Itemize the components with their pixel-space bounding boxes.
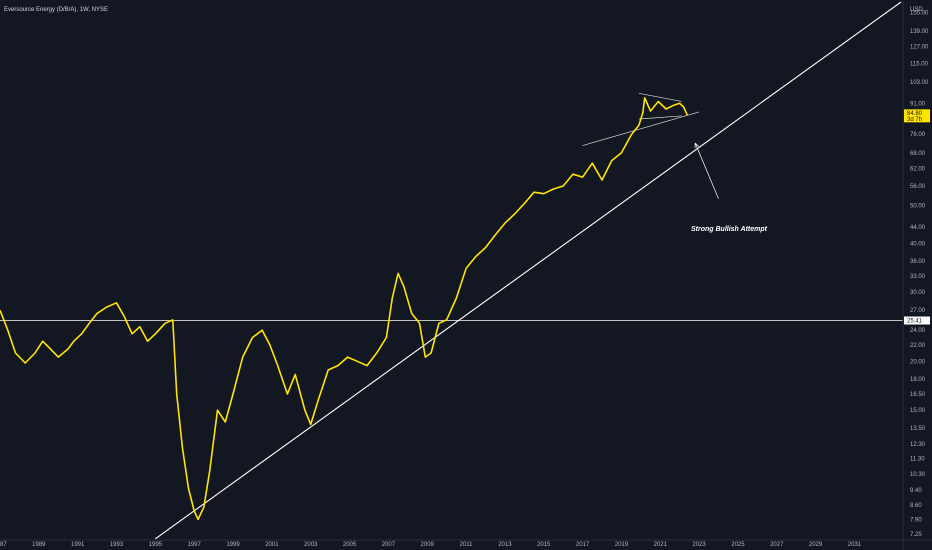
- y-tick-label: 139.00: [910, 29, 929, 35]
- y-tick-label: 7.25: [910, 532, 922, 538]
- x-tick-label: 2029: [809, 542, 823, 548]
- y-tick-label: 36.00: [910, 259, 926, 265]
- y-tick-label: 127.00: [910, 45, 929, 51]
- y-tick-label: 33.00: [910, 274, 926, 280]
- horizontal-level-tag-label: 25.41: [907, 319, 923, 325]
- y-tick-label: 11.30: [910, 456, 925, 462]
- x-tick-label: 2031: [848, 542, 862, 548]
- trendlines-layer: [0, 1, 903, 540]
- x-tick-label: 2001: [265, 542, 279, 548]
- x-tick-label: 2021: [654, 542, 668, 548]
- x-tick-label: 2011: [460, 542, 474, 548]
- series-layer: [0, 97, 689, 521]
- y-tick-label: 44.00: [910, 225, 926, 231]
- last-price-label: 84.80: [907, 111, 923, 117]
- y-tick-label: 40.00: [910, 241, 926, 247]
- y-tick-label: 12.30: [910, 442, 926, 448]
- arrow-head-icon: [694, 142, 700, 149]
- y-tick-label: 115.00: [910, 61, 929, 67]
- x-tick-label: 1987: [0, 542, 7, 548]
- y-tick-label: 18.00: [910, 377, 926, 383]
- x-tick-label: 2003: [304, 542, 318, 548]
- x-tick-label: 1993: [110, 542, 124, 548]
- y-tick-label: 155.00: [910, 11, 929, 17]
- y-tick-label: 24.00: [910, 328, 926, 334]
- y-tick-label: 76.00: [910, 132, 926, 138]
- pattern-trendline: [638, 92, 682, 102]
- y-tick-label: 20.00: [910, 359, 926, 365]
- x-tick-label: 1991: [71, 542, 85, 548]
- x-tick-label: 2009: [421, 542, 435, 548]
- annotations-layer: Strong Bullish Attempt: [691, 142, 768, 233]
- x-tick-label: 2027: [770, 542, 784, 548]
- y-tick-label: 16.50: [910, 392, 926, 398]
- chart-title: Eversource Energy (D/B/A), 1W, NYSE: [4, 7, 108, 13]
- price-series-line: [0, 97, 689, 521]
- y-tick-label: 9.40: [910, 488, 922, 494]
- x-tick-label: 2005: [343, 542, 357, 548]
- y-tick-label: 22.00: [910, 343, 926, 349]
- horizontal-level-tag: [904, 316, 930, 325]
- annotation-text: Strong Bullish Attempt: [691, 226, 768, 233]
- y-axis: 155.00 139.00 127.00 115.00 103.00 91.00 76.00…: [904, 11, 930, 538]
- y-tick-label: 68.00: [910, 151, 926, 157]
- currency-label: USD: [910, 7, 923, 13]
- y-tick-label: 13.50: [910, 426, 926, 432]
- y-tick-label: 30.00: [910, 290, 926, 296]
- y-tick-label: 56.00: [910, 184, 926, 190]
- pattern-trendline: [582, 111, 700, 146]
- y-tick-label: 7.90: [910, 517, 922, 523]
- last-price-tag: [904, 109, 930, 123]
- y-tick-label: 27.00: [910, 308, 926, 314]
- y-tick-label: 8.60: [910, 503, 922, 509]
- x-tick-label: 1999: [226, 542, 240, 548]
- x-tick-label: 2019: [615, 542, 629, 548]
- x-tick-label: 2015: [537, 542, 551, 548]
- x-tick-label: 2025: [731, 542, 745, 548]
- y-tick-label: 10.30: [910, 472, 926, 478]
- x-tick-label: 1995: [149, 542, 163, 548]
- y-tick-label: 62.00: [910, 167, 926, 173]
- x-tick-label: 2017: [576, 542, 590, 548]
- x-tick-label: 1989: [32, 542, 46, 548]
- y-tick-label: 15.00: [910, 408, 926, 414]
- x-tick-label: 2013: [498, 542, 512, 548]
- x-tick-label: 2023: [692, 542, 706, 548]
- y-tick-label: 103.00: [910, 80, 929, 86]
- long-term-trendline: [155, 1, 902, 540]
- x-tick-label: 1997: [188, 542, 202, 548]
- arrow-line: [694, 143, 719, 199]
- y-tick-label: 50.00: [910, 203, 926, 209]
- last-price-countdown: 3d 7h: [907, 117, 922, 123]
- x-tick-label: 2007: [382, 542, 396, 548]
- pattern-trendline: [638, 115, 682, 120]
- y-tick-label: 91.00: [910, 101, 926, 107]
